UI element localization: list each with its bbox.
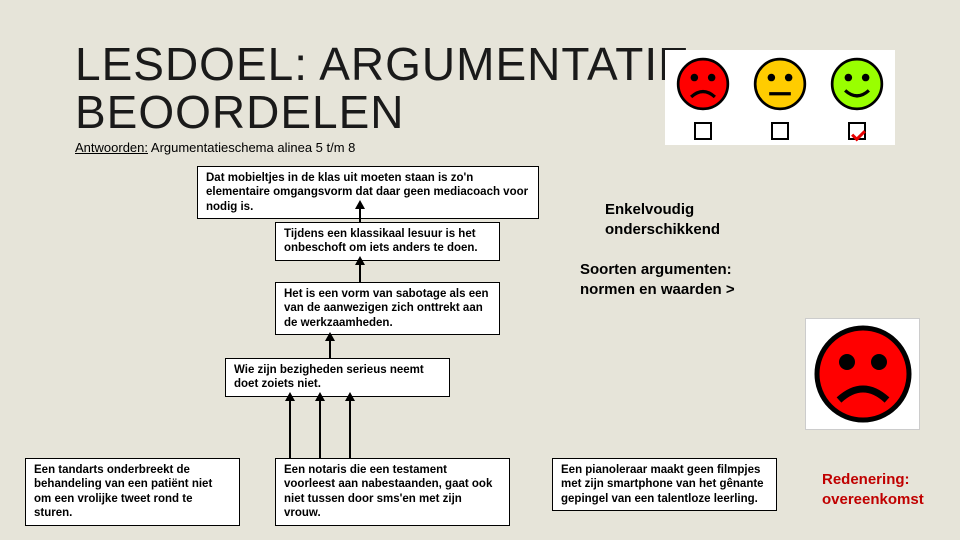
argument-text: Een pianoleraar maakt geen filmpjes met … (561, 464, 764, 505)
label-text: Enkelvoudig (605, 201, 694, 218)
rating-checkbox-cell (818, 117, 895, 145)
argument-text: Het is een vorm van sabotage als een van… (284, 288, 489, 329)
label-text: Soorten argumenten: (580, 261, 732, 278)
label-soorten: Soorten argumenten: normen en waarden > (580, 260, 735, 299)
label-text: normen en waarden > (580, 281, 735, 298)
argument-box-notaris: Een notaris die een testament voorleest … (275, 458, 510, 526)
label-text: Redenering: (822, 471, 910, 488)
label-text: overeenkomst (822, 491, 924, 508)
arrow-stem (329, 340, 331, 358)
subtitle-rest: Argumentatieschema alinea 5 t/m 8 (148, 140, 355, 155)
label-enkelvoudig: Enkelvoudig onderschikkend (605, 200, 720, 239)
arrow-stem (349, 400, 351, 458)
argument-box-hetis: Het is een vorm van sabotage als een van… (275, 282, 500, 335)
argument-text: Dat mobieltjes in de klas uit moeten sta… (206, 172, 528, 213)
label-text: onderschikkend (605, 221, 720, 238)
argument-box-piano: Een pianoleraar maakt geen filmpjes met … (552, 458, 777, 511)
face-yellow-cell (742, 50, 819, 117)
title-line-2: BEOORDELEN (75, 86, 405, 138)
rating-checkbox-cell (665, 117, 742, 145)
argument-box-tijdens: Tijdens een klassikaal lesuur is het onb… (275, 222, 500, 261)
argument-text: Een notaris die een testament voorleest … (284, 464, 492, 519)
subtitle: Antwoorden: Argumentatieschema alinea 5 … (75, 140, 355, 155)
big-feedback-face (805, 318, 920, 430)
rating-checkbox-2[interactable] (848, 122, 866, 140)
argument-text: Wie zijn bezigheden serieus neemt doet z… (234, 364, 424, 390)
rating-panel (665, 50, 895, 145)
subtitle-prefix: Antwoorden: (75, 140, 148, 155)
rating-checkbox-0[interactable] (694, 122, 712, 140)
rating-checkbox-1[interactable] (771, 122, 789, 140)
arrow-stem (359, 208, 361, 222)
argument-box-tandarts: Een tandarts onderbreekt de behandeling … (25, 458, 240, 526)
argument-box-top: Dat mobieltjes in de klas uit moeten sta… (197, 166, 539, 219)
argument-text: Een tandarts onderbreekt de behandeling … (34, 464, 212, 519)
sad-face-icon (813, 324, 913, 424)
arrow-stem (359, 264, 361, 282)
rating-faces-row (665, 50, 895, 117)
neutral-face-icon (753, 57, 807, 111)
rating-checkbox-cell (742, 117, 819, 145)
title-line-1: LESDOEL: ARGUMENTATIE (75, 38, 690, 90)
page-title: LESDOEL: ARGUMENTATIE BEOORDELEN (75, 40, 690, 137)
face-red-cell (665, 50, 742, 117)
argument-box-wie: Wie zijn bezigheden serieus neemt doet z… (225, 358, 450, 397)
argument-text: Tijdens een klassikaal lesuur is het onb… (284, 228, 478, 254)
arrow-stem (289, 400, 291, 458)
sad-face-icon (676, 57, 730, 111)
happy-face-icon (830, 57, 884, 111)
arrow-stem (319, 400, 321, 458)
label-redenering: Redenering: overeenkomst (822, 470, 924, 509)
rating-checkbox-row (665, 117, 895, 145)
face-green-cell (818, 50, 895, 117)
